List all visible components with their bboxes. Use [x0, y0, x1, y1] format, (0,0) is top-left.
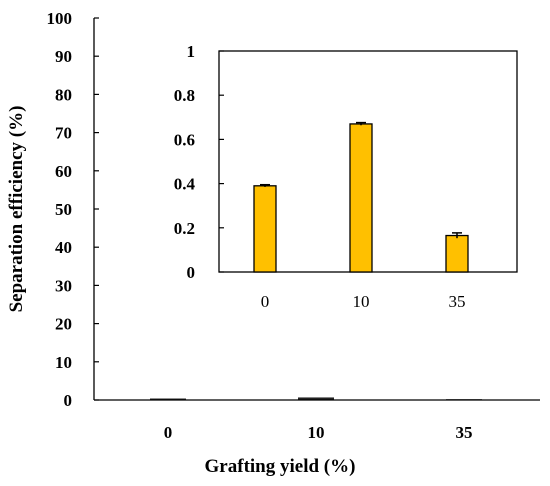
main-bar	[150, 398, 186, 400]
main-y-tick-label: 100	[47, 9, 73, 28]
main-x-tick-label: 0	[164, 423, 173, 442]
main-x-ticks: 0 10 35	[164, 423, 473, 442]
inset-x-tick-label: 35	[449, 292, 466, 311]
main-y-ticks: 0 10 20 30 40 50 60 70 80 90 100	[47, 9, 99, 410]
inset-x-tick-label: 0	[261, 292, 270, 311]
main-y-tick-label: 30	[55, 276, 72, 295]
inset-bars	[253, 121, 469, 273]
inset-y-ticks: 0 0.2 0.4 0.6 0.8 1	[174, 42, 224, 282]
main-y-tick-label: 50	[55, 200, 72, 219]
inset-plot: 0 0.2 0.4 0.6 0.8 1 0 10 35	[174, 42, 518, 311]
inset-bar	[445, 234, 469, 273]
main-y-tick-label: 90	[55, 47, 72, 66]
main-y-tick-label: 40	[55, 238, 72, 257]
inset-y-tick-label: 1	[187, 42, 196, 61]
inset-x-tick-label: 10	[353, 292, 370, 311]
y-axis-title: Separation efficiency (%)	[6, 106, 27, 313]
main-y-tick-label: 60	[55, 162, 72, 181]
inset-y-tick-label: 0.4	[174, 175, 196, 194]
main-y-tick-label: 80	[55, 85, 72, 104]
inset-bar	[349, 123, 373, 273]
inset-y-tick-label: 0.6	[174, 130, 195, 149]
x-axis-title: Grafting yield (%)	[205, 456, 356, 477]
inset-y-tick-label: 0	[187, 263, 196, 282]
inset-bar	[253, 185, 277, 273]
inset-y-tick-label: 0.8	[174, 86, 195, 105]
main-y-tick-label: 10	[55, 353, 72, 372]
main-y-tick-label: 70	[55, 124, 72, 143]
main-y-tick-label: 20	[55, 315, 72, 334]
main-y-tick-label: 0	[64, 391, 73, 410]
inset-x-ticks: 0 10 35	[261, 292, 466, 311]
main-x-tick-label: 35	[456, 423, 473, 442]
main-x-tick-label: 10	[308, 423, 325, 442]
inset-y-tick-label: 0.2	[174, 219, 195, 238]
main-bar	[298, 397, 334, 400]
